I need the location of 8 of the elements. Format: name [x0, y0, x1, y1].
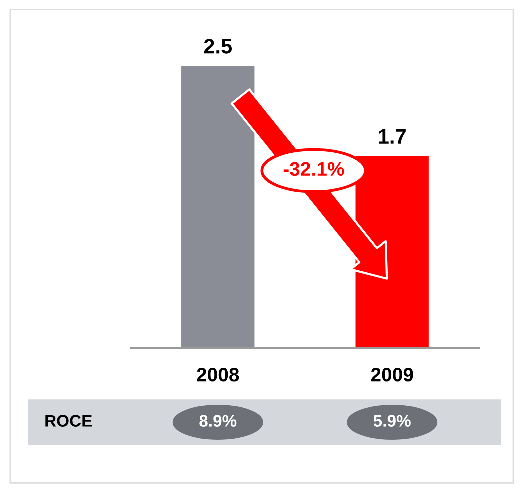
data-label: 2.5: [204, 39, 232, 54]
x-tick-label: 2008: [197, 368, 240, 382]
text: ROCE: [46, 415, 92, 427]
text: 5.9%: [374, 415, 411, 427]
annotation: -32.1%: [284, 162, 344, 176]
x-tick-label: 2009: [371, 368, 414, 382]
text: 8.9%: [200, 415, 237, 427]
data-label: 1.7: [379, 130, 406, 144]
